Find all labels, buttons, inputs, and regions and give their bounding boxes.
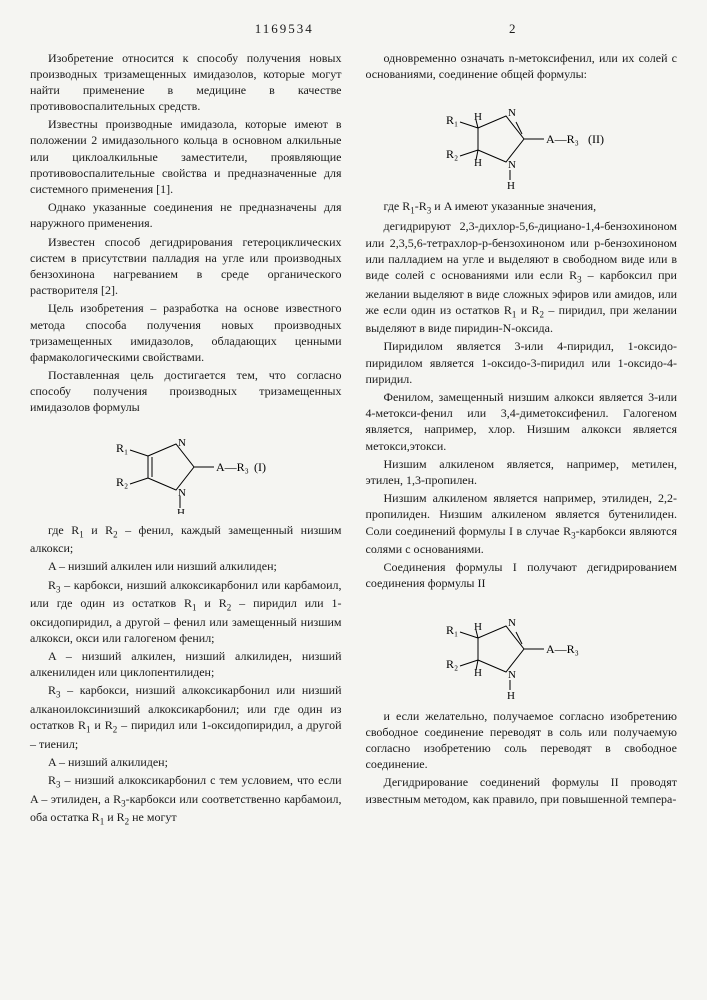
paragraph: и если желательно, получаемое согласно и… [366,708,678,773]
paragraph: Цель изобретения – разработка на основе … [30,300,342,365]
n-atom: N [178,437,186,449]
paragraph: A – низший алкилен, низший алкилиден, ни… [30,648,342,680]
paragraph: Дегидрирование соединений формулы II про… [366,774,678,806]
paragraph: где R1 и R2 – фенил, каждый замещенный н… [30,522,342,557]
n-atom: N [508,159,516,171]
chemical-formula-2: R₁ R₂ H H N N H A—R₃ (II) [366,90,678,190]
r2-label: R₂ [446,147,458,161]
paragraph: Низшим алкиленом является например, этил… [366,490,678,557]
h-atom: H [474,621,482,633]
n-atom: N [508,669,516,681]
h-atom: H [474,667,482,679]
right-column: одновременно означать n-метоксифенил, ил… [366,50,678,830]
formula-number: (I) [254,460,266,474]
paragraph: Соединения формулы I получают дегидриров… [366,559,678,591]
formula-svg: R₁ R₂ H H N N H A—R₃ [436,600,606,700]
page-header: 1169534 2 [30,20,677,38]
r1-label: R₁ [116,441,128,455]
paragraph: A – низший алкилен или низший алкилиден; [30,558,342,574]
paragraph: R3 – карбокси, низший алкоксикарбонил ил… [30,577,342,646]
ar3-label: A—R₃ [216,460,249,474]
text-columns: Изобретение относится к способу получени… [30,50,677,830]
formula-svg: R₁ R₂ H H N N H A—R₃ (II) [436,90,606,190]
n-atom: N [508,107,516,119]
r2-label: R₂ [116,475,128,489]
formula-svg: R₁ R₂ N N H A—R₃ (I) [106,424,266,514]
ar3-label: A—R₃ [546,132,579,146]
paragraph: Однако указанные соединения не предназна… [30,199,342,231]
formula-number: (II) [588,132,604,146]
document-number: 1169534 [255,20,314,38]
h-atom: H [507,690,515,700]
paragraph: Пиридилом является 3-или 4-пиридил, 1-ок… [366,338,678,387]
r1-label: R₁ [446,113,458,127]
paragraph: Поставленная цель достигается тем, что с… [30,367,342,416]
r2-label: R₂ [446,657,458,671]
paragraph: A – низший алкилиден; [30,754,342,770]
paragraph: Фенилом, замещенный низшим алкокси являе… [366,389,678,454]
left-column: Изобретение относится к способу получени… [30,50,342,830]
paragraph: где R1-R3 и A имеют указанные значения, [366,198,678,217]
paragraph: Низшим алкиленом является, например, мет… [366,456,678,488]
ar3-label: A—R₃ [546,642,579,656]
paragraph: Известны производные имидазола, которые … [30,116,342,197]
paragraph: Изобретение относится к способу получени… [30,50,342,115]
paragraph: R3 – карбокси, низший алкоксикарбонил ил… [30,682,342,751]
h-atom: H [474,157,482,169]
paragraph: дегидрируют 2,3-дихлор-5,6-дициано-1,4-б… [366,218,678,336]
h-atom: H [177,507,185,514]
n-atom: N [178,487,186,499]
n-atom: N [508,617,516,629]
h-atom: H [474,111,482,123]
h-atom: H [507,180,515,190]
col2-page-num: 2 [509,20,518,38]
paragraph: R3 – низший алкоксикарбонил с тем услови… [30,772,342,828]
paragraph: одновременно означать n-метоксифенил, ил… [366,50,678,82]
chemical-formula-2b: R₁ R₂ H H N N H A—R₃ [366,600,678,700]
chemical-formula-1: R₁ R₂ N N H A—R₃ (I) [30,424,342,514]
paragraph: Известен способ дегидрирования гетероцик… [30,234,342,299]
r1-label: R₁ [446,623,458,637]
